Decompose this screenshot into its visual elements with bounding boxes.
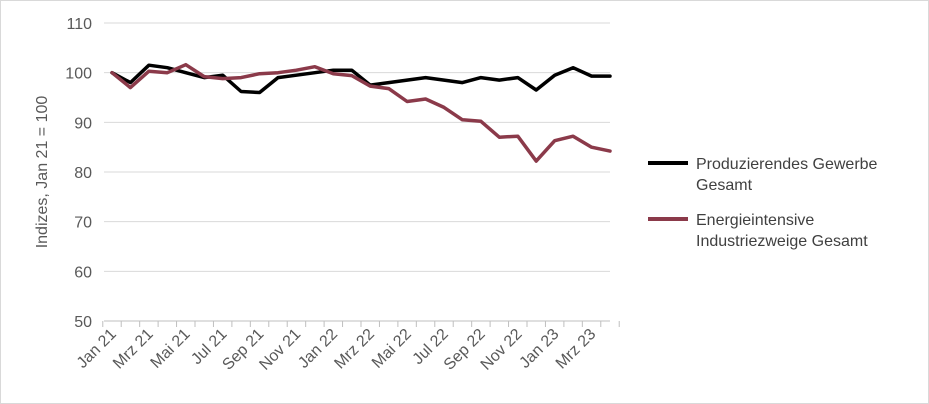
y-axis-label: Indizes, Jan 21 = 100 bbox=[34, 96, 51, 249]
y-tick-label: 90 bbox=[74, 115, 92, 132]
y-tick-label: 50 bbox=[74, 314, 92, 331]
x-tick-label: Nov 21 bbox=[256, 326, 304, 374]
x-tick-label: Mrz 21 bbox=[110, 326, 157, 373]
legend-label: Gesamt bbox=[696, 177, 753, 194]
legend-label: Energieintensive bbox=[696, 212, 814, 229]
legend-label: Industriezweige Gesamt bbox=[696, 233, 868, 250]
x-tick-label: Mai 22 bbox=[369, 326, 415, 372]
series-line-1 bbox=[110, 63, 612, 95]
y-axis-tick-labels: 50 60 70 80 90 100 110 bbox=[65, 16, 92, 331]
y-tick-label: 70 bbox=[74, 215, 92, 232]
x-tick-label: Mai 21 bbox=[148, 326, 194, 372]
x-tick-label: Jan 23 bbox=[517, 326, 563, 372]
y-tick-label: 100 bbox=[65, 66, 92, 83]
x-tick-label: Mrz 23 bbox=[553, 326, 600, 373]
legend-label: Produzierendes Gewerbe bbox=[696, 156, 878, 173]
x-tick-label: Mrz 22 bbox=[331, 326, 378, 373]
x-tick-label: Jan 21 bbox=[74, 326, 120, 372]
legend-item-2: Energieintensive Industriezweige Gesamt bbox=[648, 212, 868, 250]
series-line-2 bbox=[110, 62, 612, 163]
legend-item-1: Produzierendes Gewerbe Gesamt bbox=[648, 156, 878, 194]
y-tick-label: 110 bbox=[66, 16, 92, 33]
gridlines bbox=[104, 22, 610, 272]
series-lines bbox=[110, 62, 612, 163]
x-tick-label: Nov 22 bbox=[478, 326, 526, 374]
x-tick-label: Jan 22 bbox=[295, 326, 341, 372]
legend: Produzierendes Gewerbe Gesamt Energieinten… bbox=[648, 156, 878, 250]
y-tick-label: 80 bbox=[74, 165, 92, 182]
y-tick-label: 60 bbox=[74, 264, 92, 281]
